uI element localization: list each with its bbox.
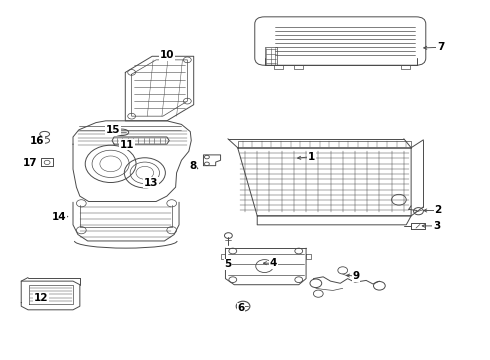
- Text: 14: 14: [52, 212, 67, 221]
- Text: 8: 8: [189, 161, 196, 171]
- Text: 4: 4: [270, 258, 277, 268]
- Text: 10: 10: [160, 50, 174, 60]
- Text: 12: 12: [33, 293, 48, 303]
- Text: 16: 16: [29, 136, 44, 146]
- Text: 3: 3: [433, 221, 440, 231]
- Text: 9: 9: [353, 271, 360, 281]
- Text: 1: 1: [308, 152, 315, 162]
- Text: 13: 13: [144, 178, 158, 188]
- Text: 2: 2: [434, 206, 441, 216]
- Text: 15: 15: [106, 125, 121, 135]
- Text: 7: 7: [437, 42, 444, 52]
- Text: 6: 6: [238, 303, 245, 314]
- Text: 5: 5: [224, 259, 231, 269]
- Text: 11: 11: [120, 140, 134, 150]
- Text: 17: 17: [23, 158, 37, 168]
